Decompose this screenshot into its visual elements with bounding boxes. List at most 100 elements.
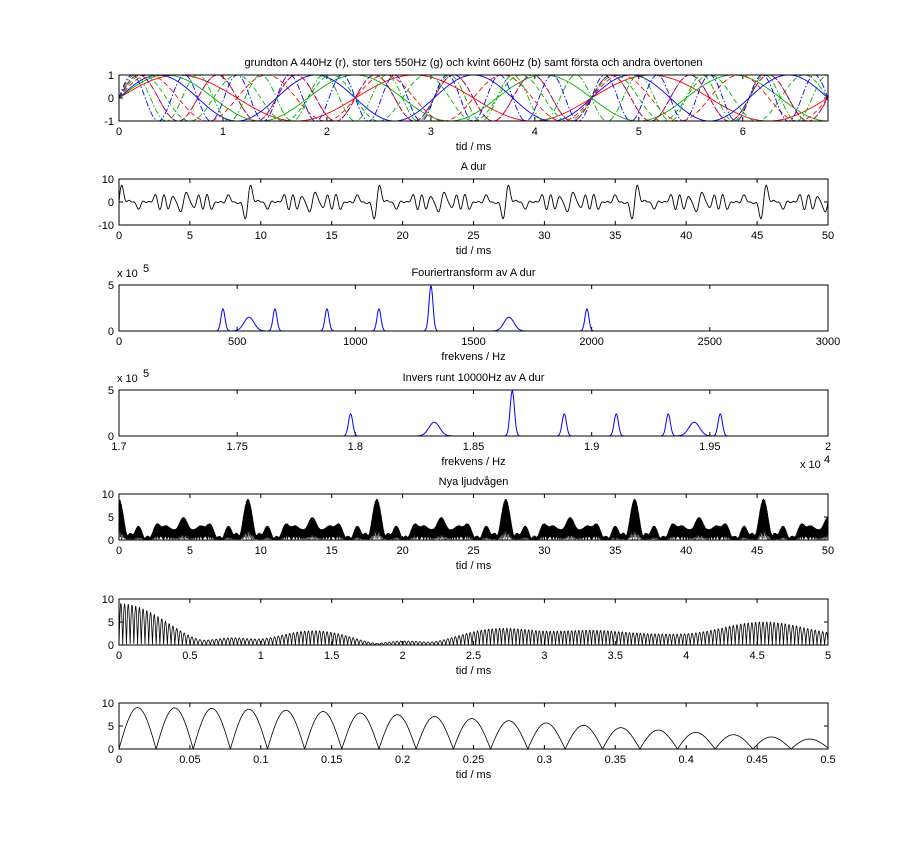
y-tick-label: -1 (104, 116, 114, 128)
x-tick-label: 3.5 (608, 650, 623, 662)
x-axis-label: frekvens / Hz (441, 351, 505, 363)
subplot-5: 0 5 10 15 20 25 30 35 40 45 50 0 5 10 Nya ljudvågen tid… (102, 476, 834, 572)
plot-area (119, 707, 828, 749)
y-tick-label: -10 (98, 220, 114, 232)
x-tick-label: 0 (116, 545, 122, 557)
x-tick-label: 3 (541, 650, 547, 662)
x-tick-label: 50 (822, 230, 834, 242)
x-tick-label: 4 (532, 126, 538, 138)
series-line (119, 498, 828, 540)
x-tick-label: 2000 (579, 336, 603, 348)
axes-frame (118, 284, 829, 332)
x-tick-label: 4.5 (749, 650, 764, 662)
x-tick-label: 30 (538, 545, 550, 557)
y-exponent-label: x 10 (117, 268, 138, 280)
series-line (119, 602, 828, 645)
x-tick-label: 10 (255, 545, 267, 557)
x-tick-label: 0.35 (605, 754, 626, 766)
subplot-3: 0 500 1000 1500 2000 2500 3000 0 5 Fouriertransfo… (108, 263, 840, 363)
x-tick-label: 500 (228, 336, 246, 348)
axes-frame (118, 178, 829, 226)
x-axis-label: frekvens / Hz (441, 456, 505, 468)
y-tick-label: 5 (108, 385, 114, 397)
y-tick-label: 5 (108, 512, 114, 524)
y-tick-label: 0 (108, 744, 114, 756)
x-tick-label: 1.5 (324, 650, 339, 662)
y-exponent-power: 5 (143, 263, 149, 275)
x-exponent-power: 4 (824, 454, 830, 466)
x-tick-label: 5 (187, 545, 193, 557)
plot-area (119, 602, 828, 645)
y-exponent-label: x 10 (117, 373, 138, 385)
x-tick-label: 35 (609, 545, 621, 557)
x-tick-label: 20 (396, 545, 408, 557)
y-tick-label: 10 (102, 174, 114, 186)
series-line (119, 707, 828, 749)
x-axis-label: tid / ms (456, 665, 492, 677)
x-tick-label: 0 (116, 230, 122, 242)
y-tick-label: 0 (108, 640, 114, 652)
subplot-title: grundton A 440Hz (r), stor ters 550Hz (g… (245, 57, 703, 69)
x-tick-label: 5 (636, 126, 642, 138)
x-tick-label: 5 (187, 230, 193, 242)
axes-frame (118, 493, 829, 541)
subplot-title: A dur (461, 161, 487, 173)
x-tick-label: 1 (220, 126, 226, 138)
x-tick-label: 1.7 (111, 441, 126, 453)
x-axis-label: tid / ms (456, 141, 492, 153)
y-tick-label: 5 (108, 617, 114, 629)
x-tick-label: 6 (740, 126, 746, 138)
subplot-4: 1.7 1.75 1.8 1.85 1.9 1.95 2 0 5 Invers runt 1000… (108, 368, 831, 471)
x-tick-label: 45 (751, 545, 763, 557)
subplot-title: Fouriertransform av A dur (411, 267, 535, 279)
x-tick-label: 0.1 (253, 754, 268, 766)
y-tick-label: 5 (108, 721, 114, 733)
y-exponent-power: 5 (143, 368, 149, 380)
y-tick-label: 0 (108, 535, 114, 547)
x-tick-label: 2.5 (466, 650, 481, 662)
y-tick-label: 10 (102, 489, 114, 501)
x-axis-label: tid / ms (456, 769, 492, 781)
x-tick-label: 1.8 (348, 441, 363, 453)
x-tick-label: 1 (258, 650, 264, 662)
x-tick-label: 0.05 (179, 754, 200, 766)
x-tick-label: 4 (683, 650, 689, 662)
axes-frame (118, 702, 829, 750)
x-tick-label: 0.25 (463, 754, 484, 766)
plot-area (119, 285, 828, 331)
x-tick-label: 0.45 (746, 754, 767, 766)
x-tick-label: 0.5 (820, 754, 835, 766)
x-tick-label: 10 (255, 230, 267, 242)
x-tick-label: 35 (609, 230, 621, 242)
x-tick-label: 30 (538, 230, 550, 242)
x-axis-label: tid / ms (456, 245, 492, 257)
x-tick-label: 15 (326, 230, 338, 242)
x-tick-label: 1.85 (463, 441, 484, 453)
x-tick-label: 1500 (461, 336, 485, 348)
x-tick-label: 5 (825, 650, 831, 662)
x-tick-label: 2500 (698, 336, 722, 348)
series-line (119, 285, 828, 331)
y-tick-label: 0 (108, 93, 114, 105)
x-tick-label: 45 (751, 230, 763, 242)
series-line-8 (119, 75, 828, 121)
x-tick-label: 15 (326, 545, 338, 557)
x-axis-label: tid / ms (456, 560, 492, 572)
x-tick-label: 0.4 (679, 754, 694, 766)
x-tick-label: 1.9 (584, 441, 599, 453)
x-tick-label: 1.75 (226, 441, 247, 453)
subplot-7: 0 0.05 0.1 0.15 0.2 0.25 0.3 0.35 0.4 0.45 0.5 0 5 10… (102, 698, 836, 781)
y-tick-label: 1 (108, 70, 114, 82)
x-tick-label: 0 (116, 754, 122, 766)
x-tick-label: 2 (825, 441, 831, 453)
x-tick-label: 0.2 (395, 754, 410, 766)
axes-frame (118, 598, 829, 646)
x-tick-label: 1.95 (699, 441, 720, 453)
x-tick-label: 0.3 (537, 754, 552, 766)
y-tick-label: 0 (108, 326, 114, 338)
axes-frame (118, 389, 829, 437)
x-tick-label: 40 (680, 230, 692, 242)
